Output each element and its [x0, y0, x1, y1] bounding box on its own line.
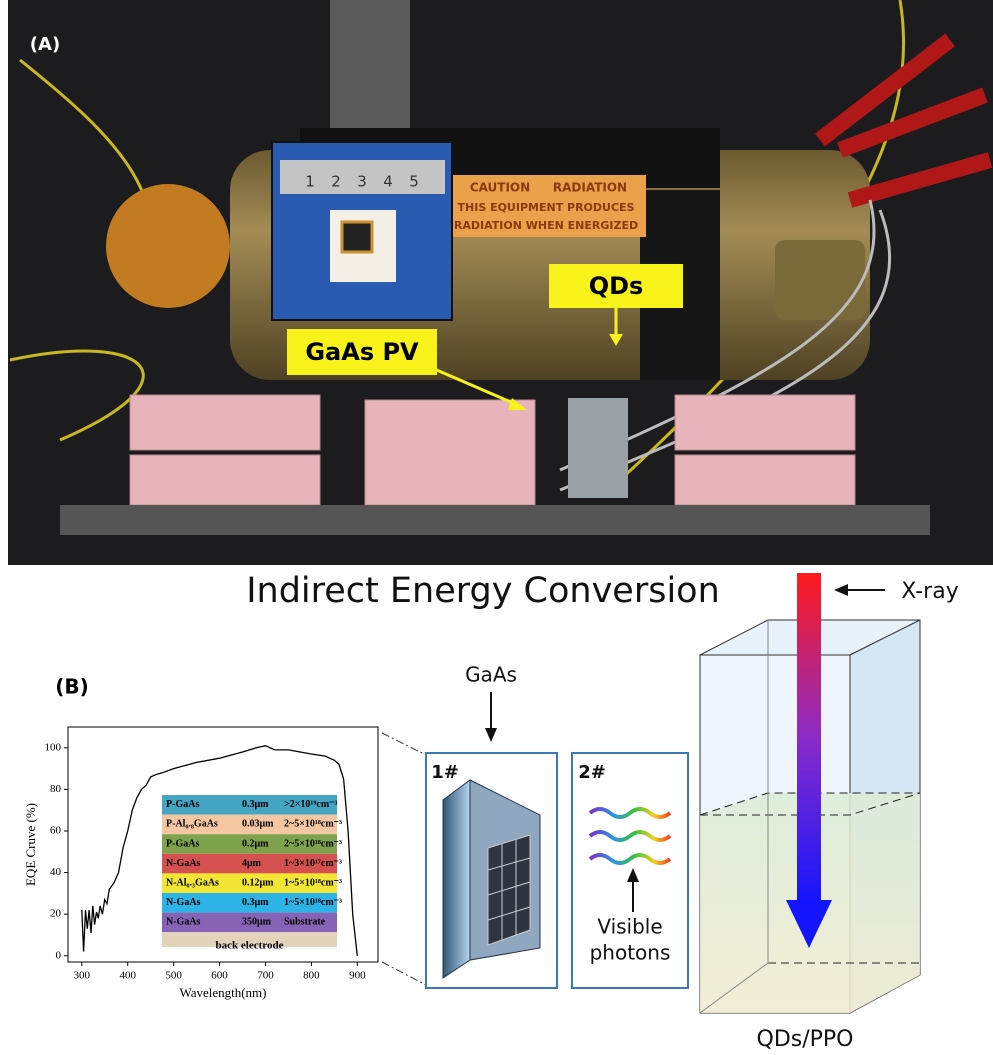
x-tick-label: 600 — [211, 970, 228, 982]
arrowhead — [834, 584, 848, 596]
label: GaAs — [465, 663, 517, 687]
box-label: 2# — [578, 762, 606, 783]
layer-name: N-GaAs — [166, 858, 201, 869]
cell-edge — [443, 780, 470, 978]
y-axis-label: EQE Cruve (%) — [23, 803, 38, 886]
zoom-line — [382, 733, 426, 755]
sign-text: RADIATION — [553, 181, 627, 195]
callout: GaAs PV — [305, 338, 419, 366]
label: photons — [590, 941, 671, 965]
photon — [590, 832, 670, 840]
pink-box — [365, 400, 535, 505]
x-tick-label: 800 — [303, 970, 320, 982]
x-tick-label: 900 — [349, 970, 366, 982]
boxes — [130, 395, 855, 505]
chip-cell — [342, 222, 372, 252]
layer-doping: 1~5×10¹⁸cm⁻³ — [284, 897, 342, 908]
layer-doping: >2×10¹⁹cm⁻³ — [284, 799, 337, 810]
label: Visible — [597, 915, 662, 939]
photon-waves — [590, 809, 670, 863]
arrowhead — [485, 728, 497, 742]
layer-name: P-GaAs — [166, 799, 199, 810]
x-tick-label: 300 — [74, 970, 91, 982]
qd-sample — [568, 398, 628, 498]
panel-label: (B) — [55, 675, 89, 699]
layer-name: P-Al₀.₈GaAs — [166, 819, 218, 830]
diagram: GaAs 1# 2# Visible photons X-ray QDs/PPO — [382, 573, 959, 1052]
label: X-ray — [901, 579, 958, 604]
electrode-label: back electrode — [216, 940, 284, 952]
x-tick-label: 500 — [165, 970, 182, 982]
y-tick-label: 80 — [50, 783, 62, 795]
layer-thickness: 350μm — [242, 917, 272, 928]
y-tick-label: 100 — [45, 741, 62, 753]
cell-grid — [488, 835, 530, 945]
ruler-number: 2 — [331, 173, 341, 191]
layer-doping: 2~5×10¹⁸cm⁻³ — [284, 838, 342, 849]
eqe-chart: P-GaAs 0.3μm >2×10¹⁹cm⁻³ P-Al₀.₈GaAs 0.03μm 2… — [23, 727, 378, 1000]
sign-text: CAUTION — [470, 181, 530, 195]
zoom-line — [382, 962, 426, 985]
ruler-number: 4 — [383, 173, 393, 191]
layer-thickness: 0.2μm — [242, 838, 269, 849]
layer-thickness: 0.12μm — [242, 877, 274, 888]
layer-thickness: 0.3μm — [242, 897, 269, 908]
sign-text: RADIATION WHEN ENERGIZED — [454, 219, 638, 232]
photo: CAUTION RADIATION THIS EQUIPMENT PRODUCE… — [8, 0, 993, 565]
x-axis-label: Wavelength(nm) — [179, 985, 266, 1000]
pink-box — [130, 455, 320, 505]
panel-label: (A) — [30, 34, 60, 55]
layer-doping: 1~3×10¹⁷cm⁻³ — [284, 858, 342, 869]
layer-thickness: 0.03μm — [242, 819, 274, 830]
box-label: 1# — [431, 762, 459, 783]
photon — [590, 809, 670, 817]
layer-name: N-Al₀.₃GaAs — [166, 877, 219, 888]
x-tick-label: 700 — [257, 970, 274, 982]
y-tick-label: 40 — [50, 866, 62, 878]
pink-box — [675, 455, 855, 505]
ruler — [60, 505, 930, 535]
layer-name: P-GaAs — [166, 838, 199, 849]
label: QDs/PPO — [757, 1027, 854, 1052]
stand — [330, 0, 410, 140]
y-tick-label: 20 — [50, 908, 62, 920]
photon — [590, 855, 670, 863]
callout: QDs — [589, 272, 644, 300]
ruler-number: 5 — [409, 173, 419, 191]
layer-thickness: 0.3μm — [242, 799, 269, 810]
port — [775, 240, 865, 320]
x-tick-label: 400 — [119, 970, 136, 982]
ruler-number: 3 — [357, 173, 367, 191]
ruler-number: 1 — [305, 173, 315, 191]
end-cap — [106, 184, 230, 308]
layer-name: N-GaAs — [166, 897, 201, 908]
xray-beam — [797, 573, 821, 903]
layer-doping: 2~5×10¹⁸cm⁻³ — [284, 819, 342, 830]
layer-doping: 1~5×10¹⁸cm⁻³ — [284, 877, 342, 888]
pink-box — [130, 395, 320, 450]
figure-title: Indirect Energy Conversion — [246, 571, 720, 611]
pink-box — [675, 395, 855, 450]
layer-name: N-GaAs — [166, 917, 201, 928]
sign-text: THIS EQUIPMENT PRODUCES — [458, 201, 635, 214]
figure: CAUTION RADIATION THIS EQUIPMENT PRODUCE… — [0, 0, 993, 1055]
arrowhead — [627, 868, 639, 882]
y-tick-label: 60 — [50, 825, 62, 837]
layer-thickness: 4μm — [242, 858, 262, 869]
layer-doping: Substrate — [284, 917, 326, 928]
y-tick-label: 0 — [56, 949, 62, 961]
